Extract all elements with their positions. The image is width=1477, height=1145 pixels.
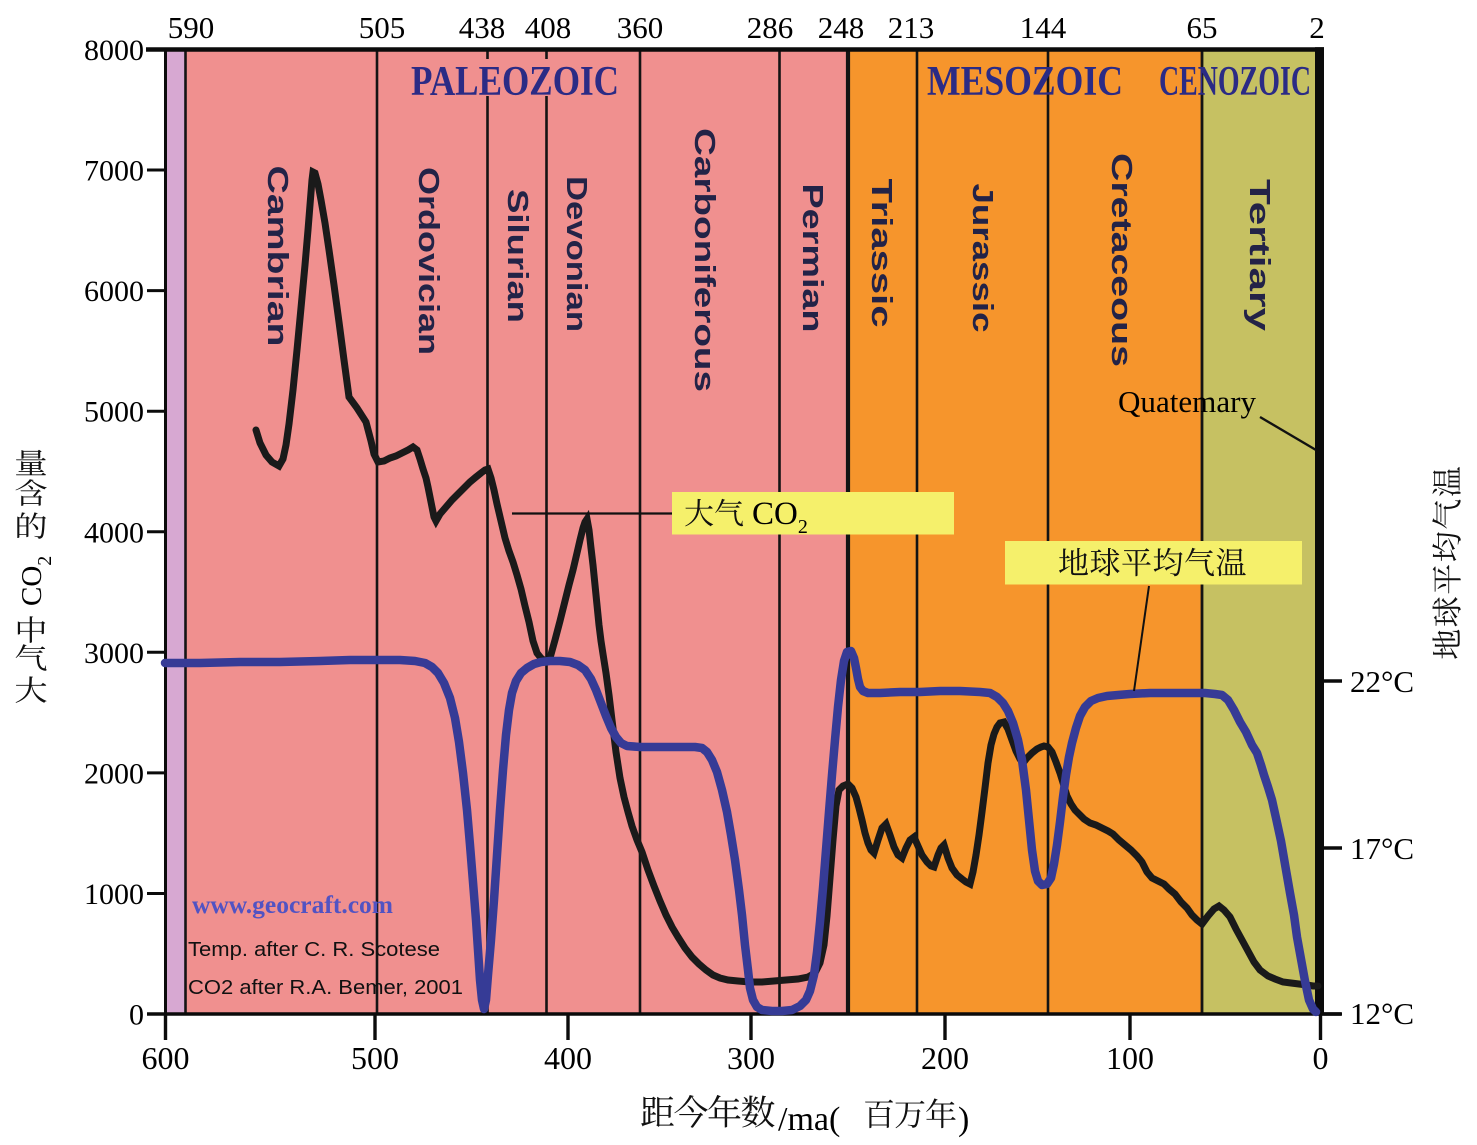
svg-text:6000: 6000	[84, 275, 144, 308]
svg-text:213: 213	[888, 10, 935, 45]
svg-text:300: 300	[727, 1040, 775, 1076]
svg-text:Temp. after C. R. Scotese: Temp. after C. R. Scotese	[188, 939, 440, 961]
svg-text:100: 100	[1106, 1040, 1154, 1076]
svg-text:Permian: Permian	[796, 184, 828, 333]
svg-text:400: 400	[544, 1040, 592, 1076]
svg-text:Silurian: Silurian	[501, 189, 533, 323]
svg-text:1000: 1000	[84, 878, 144, 911]
svg-text:2: 2	[1309, 10, 1325, 45]
svg-text:17°C: 17°C	[1350, 831, 1414, 866]
svg-text:CENOZOIC: CENOZOIC	[1159, 59, 1311, 105]
svg-text:Ordovician: Ordovician	[412, 167, 444, 355]
svg-text:PALEOZOIC: PALEOZOIC	[411, 59, 619, 105]
svg-text:22°C: 22°C	[1350, 664, 1414, 699]
svg-text:248: 248	[818, 10, 865, 45]
svg-text:438: 438	[459, 10, 506, 45]
svg-text:4000: 4000	[84, 516, 144, 549]
svg-text:144: 144	[1020, 10, 1067, 45]
svg-text:): )	[958, 1101, 969, 1138]
svg-text:CO2 after R.A. Bemer, 2001: CO2 after R.A. Bemer, 2001	[188, 977, 463, 999]
svg-text:200: 200	[921, 1040, 969, 1076]
svg-text:360: 360	[617, 10, 664, 45]
svg-text:Cambrian: Cambrian	[261, 166, 293, 347]
svg-text:Quatemary: Quatemary	[1118, 384, 1256, 419]
svg-text:12°C: 12°C	[1350, 996, 1414, 1031]
svg-text:408: 408	[525, 10, 572, 45]
svg-text:Jurassic: Jurassic	[966, 184, 998, 333]
svg-text:Triassic: Triassic	[865, 179, 897, 328]
svg-text:0: 0	[129, 999, 144, 1032]
svg-text:3000: 3000	[84, 637, 144, 670]
svg-text:286: 286	[747, 10, 794, 45]
svg-text:65: 65	[1187, 10, 1218, 45]
svg-text:www.geocraft.com: www.geocraft.com	[192, 892, 393, 919]
svg-text:Devonian: Devonian	[560, 176, 592, 332]
svg-text:MESOZOIC: MESOZOIC	[927, 59, 1123, 105]
svg-text:Cretaceous: Cretaceous	[1105, 153, 1137, 367]
svg-text:8000: 8000	[84, 34, 144, 67]
svg-text:590: 590	[168, 10, 215, 45]
svg-text:500: 500	[351, 1040, 399, 1076]
svg-text:2000: 2000	[84, 757, 144, 790]
svg-text:505: 505	[359, 10, 406, 45]
svg-text:5000: 5000	[84, 396, 144, 429]
svg-text:Tertiary: Tertiary	[1243, 179, 1275, 331]
svg-text:600: 600	[142, 1040, 190, 1076]
svg-text:0: 0	[1313, 1040, 1329, 1076]
svg-text:Carboniferous: Carboniferous	[688, 128, 720, 392]
svg-text:/ma(: /ma(	[778, 1101, 840, 1138]
svg-text:7000: 7000	[84, 155, 144, 188]
